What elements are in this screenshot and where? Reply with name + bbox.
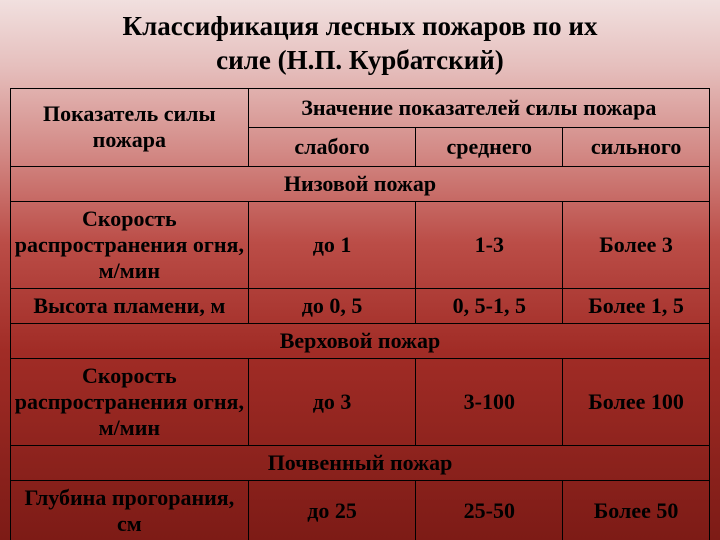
ground-speed-label: Скорость распространения огня, м/мин xyxy=(11,201,249,288)
section-crown: Верховой пожар xyxy=(11,323,710,358)
section-ground: Низовой пожар xyxy=(11,166,710,201)
row-soil-depth: Глубина прогорания, см до 25 25-50 Более… xyxy=(11,480,710,540)
ground-flame-label: Высота пламени, м xyxy=(11,288,249,323)
classification-table: Показатель силы пожара Значение показате… xyxy=(10,88,710,540)
header-merged: Значение показателей силы пожара xyxy=(248,88,709,127)
crown-speed-medium: 3-100 xyxy=(416,358,563,445)
soil-depth-strong: Более 50 xyxy=(563,480,710,540)
slide-title: Классификация лесных пожаров по их силе … xyxy=(10,10,710,78)
header-indicator: Показатель силы пожара xyxy=(11,88,249,166)
row-ground-flame: Высота пламени, м до 0, 5 0, 5-1, 5 Боле… xyxy=(11,288,710,323)
header-medium: среднего xyxy=(416,127,563,166)
ground-flame-weak: до 0, 5 xyxy=(248,288,416,323)
ground-speed-weak: до 1 xyxy=(248,201,416,288)
section-soil: Почвенный пожар xyxy=(11,445,710,480)
header-strong: сильного xyxy=(563,127,710,166)
section-soil-label: Почвенный пожар xyxy=(11,445,710,480)
soil-depth-weak: до 25 xyxy=(248,480,416,540)
crown-speed-strong: Более 100 xyxy=(563,358,710,445)
section-crown-label: Верховой пожар xyxy=(11,323,710,358)
section-ground-label: Низовой пожар xyxy=(11,166,710,201)
soil-depth-label: Глубина прогорания, см xyxy=(11,480,249,540)
title-line-1: Классификация лесных пожаров по их xyxy=(123,11,598,41)
ground-flame-medium: 0, 5-1, 5 xyxy=(416,288,563,323)
ground-speed-medium: 1-3 xyxy=(416,201,563,288)
row-crown-speed: Скорость распространения огня, м/мин до … xyxy=(11,358,710,445)
table-header-row-1: Показатель силы пожара Значение показате… xyxy=(11,88,710,127)
soil-depth-medium: 25-50 xyxy=(416,480,563,540)
slide: Классификация лесных пожаров по их силе … xyxy=(0,0,720,540)
title-line-2: силе (Н.П. Курбатский) xyxy=(216,45,504,75)
ground-speed-strong: Более 3 xyxy=(563,201,710,288)
crown-speed-weak: до 3 xyxy=(248,358,416,445)
row-ground-speed: Скорость распространения огня, м/мин до … xyxy=(11,201,710,288)
ground-flame-strong: Более 1, 5 xyxy=(563,288,710,323)
crown-speed-label: Скорость распространения огня, м/мин xyxy=(11,358,249,445)
header-weak: слабого xyxy=(248,127,416,166)
